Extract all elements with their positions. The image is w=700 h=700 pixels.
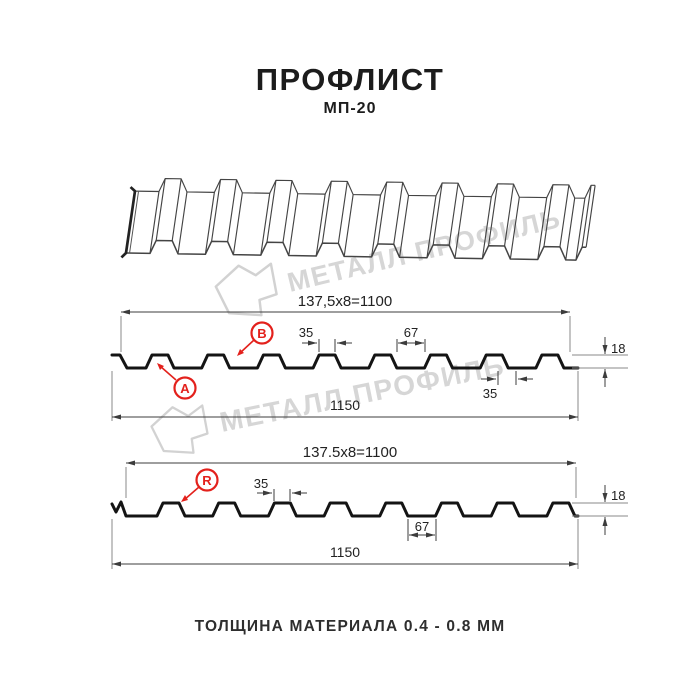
profile-reverse-outline [110,500,580,518]
dim-trough-reverse-label: 67 [415,519,429,534]
sheet-3d-back-edge [134,178,596,199]
dim-rib-top-front: 35 [299,325,352,352]
sheet-3d-line [120,186,137,259]
dim-trough-reverse: 67 [407,519,437,541]
dim-height-reverse: 18 [572,485,628,535]
dim-trough-front-label: 67 [404,325,418,340]
dim-useful-width-reverse-label: 137.5x8=1100 [303,444,397,461]
dim-rib-top-front-label: 35 [299,325,313,340]
thickness-note: ТОЛЩИНА МАТЕРИАЛА 0.4 - 0.8 ММ [194,618,506,635]
leader-arrowhead [237,349,244,356]
dim-trough-front: 67 [396,325,426,352]
sheet-3d-line [149,178,596,261]
page-title: ПРОФЛИСТ [255,62,445,97]
dim-rib-top-reverse-label: 35 [254,476,268,491]
sheet-3d-line [128,191,139,254]
dim-full-width-front: 1150 [111,371,579,421]
dim-full-width-front-label: 1150 [330,397,360,413]
dim-height-reverse-label: 18 [611,488,625,503]
dim-bottom-front-label: 35 [483,386,497,401]
dim-useful-width-reverse: 137.5x8=1100 [125,444,577,498]
product-code: МП-20 [323,100,377,117]
profile-front-section: 137,5x8=1100 35 67 18 35 [110,293,628,421]
point-label-b-text: B [257,326,266,341]
sheet-3d-line [125,239,587,261]
dim-height-front: 18 [572,337,628,387]
metall-profil-logo-icon [214,262,278,317]
dim-bottom-front: 35 [481,371,533,401]
sheet-3d-view [120,178,596,261]
dim-full-width-reverse-label: 1150 [330,544,360,560]
profile-reverse-section: 137.5x8=1100 35 67 18 1150 [110,444,628,569]
metall-profil-logo-icon [150,404,209,454]
point-label-r-text: R [202,473,212,488]
dim-useful-width-front-label: 137,5x8=1100 [298,293,392,310]
point-label-a: A [157,363,197,400]
point-label-b: B [237,321,274,356]
leader-arrowhead [181,495,188,502]
point-label-r: R [181,468,219,502]
dim-height-front-label: 18 [611,341,625,356]
point-label-a-text: A [180,381,190,396]
profile-front-outline [110,353,580,370]
leader-arrowhead [157,363,164,370]
dim-useful-width-front: 137,5x8=1100 [120,293,571,352]
dim-rib-top-reverse: 35 [254,476,307,501]
dim-full-width-reverse: 1150 [111,519,579,569]
